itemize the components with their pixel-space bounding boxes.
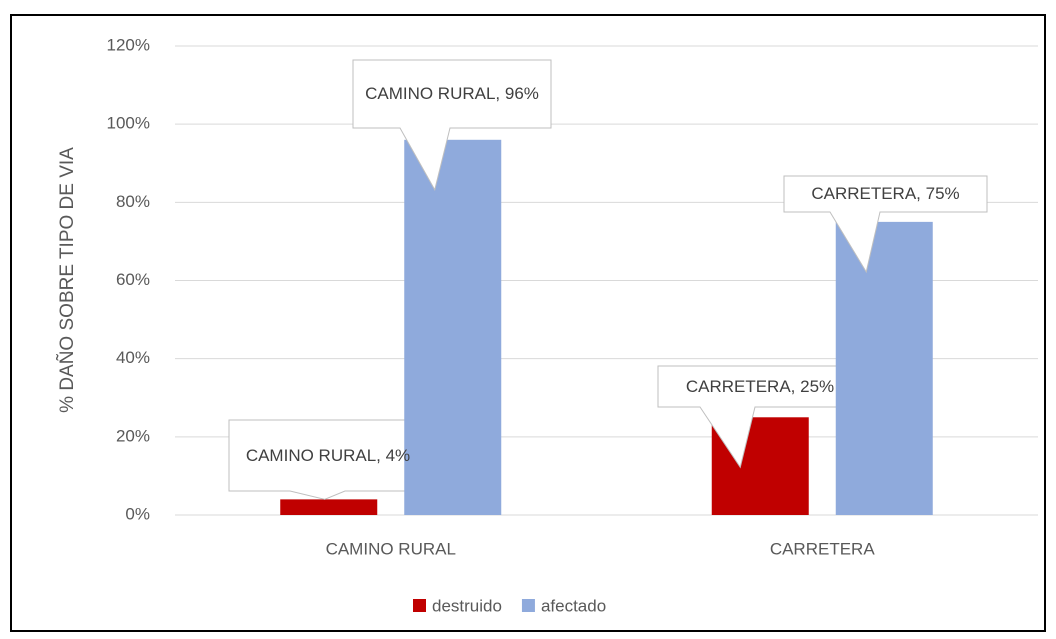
bar [835,221,933,515]
bar [280,499,378,515]
data-label: CAMINO RURAL, 96% [365,84,539,103]
x-tick-label: CAMINO RURAL [326,539,456,558]
callout-box [783,175,988,274]
y-tick-label: 0% [125,504,150,523]
bar [404,139,502,516]
data-label: CAMINO RURAL, 4% [245,445,411,465]
y-tick-label: 60% [116,270,150,289]
x-tick-label: CARRETERA [770,539,876,558]
y-tick-label: 120% [107,35,150,54]
legend-label: afectado [541,596,606,615]
legend-label: destruido [432,596,502,615]
legend-swatch [521,599,535,612]
y-tick-label: 100% [107,114,150,133]
callout-box [352,59,552,192]
data-label: CARRETERA, 25% [685,376,835,396]
y-tick-label: 40% [116,348,150,367]
data-label: CARRETERA, 75% [811,184,960,203]
y-axis-title: % DAÑO SOBRE TIPO DE VIA [56,147,78,413]
y-tick-label: 20% [116,426,150,445]
legend-swatch [413,599,426,612]
y-tick-label: 80% [116,192,150,211]
